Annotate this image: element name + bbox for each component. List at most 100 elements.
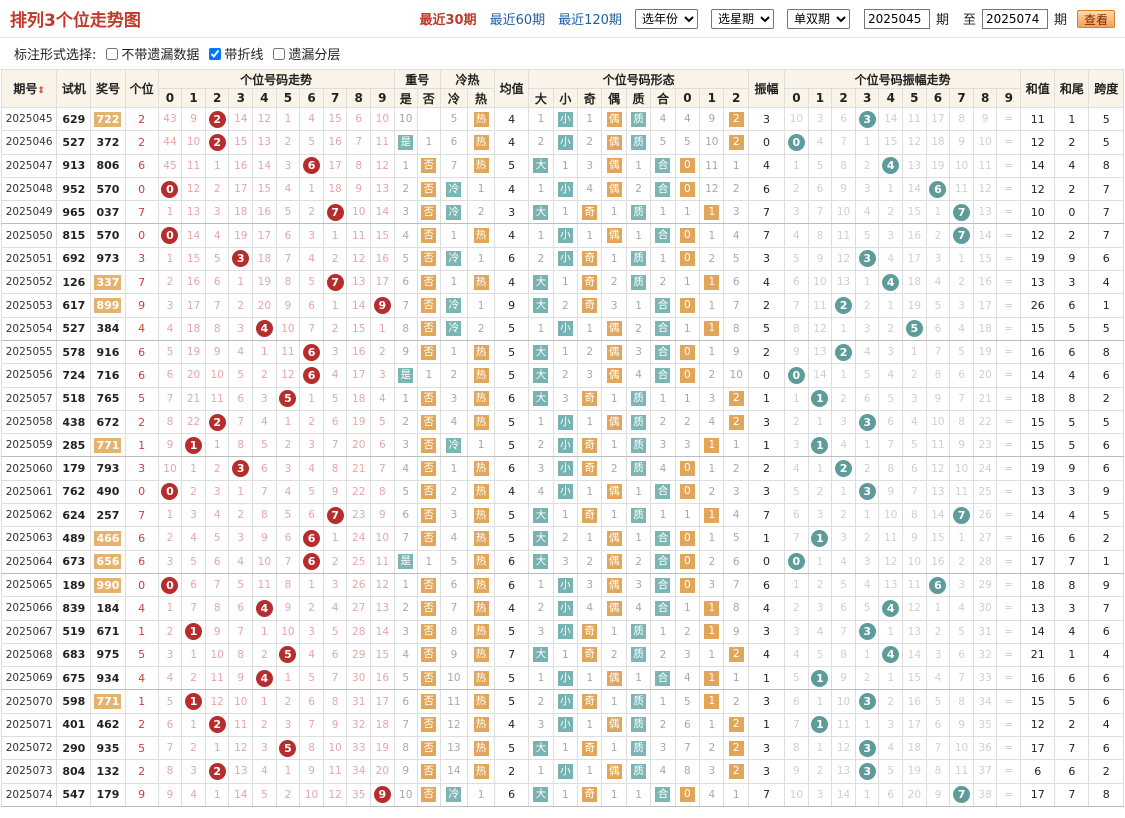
hot-badge: 热 xyxy=(473,228,489,244)
form-cell-3: 1 xyxy=(601,736,627,761)
repeat-no-badge: 否 xyxy=(421,298,437,314)
mean-cell: 6 xyxy=(494,456,530,481)
amp-trend-cell-2: 7 xyxy=(831,130,856,155)
amp-trend-cell-5: 18 xyxy=(902,270,927,295)
form-cell-3: 偶 xyxy=(601,549,627,574)
form-cell-1: 3 xyxy=(552,549,579,574)
amp-trend-cell-8: 15 xyxy=(972,246,998,272)
repeat-no-badge: 否 xyxy=(421,228,437,244)
digit-header-6: 6 xyxy=(299,88,324,108)
link-recent-60[interactable]: 最近60期 xyxy=(489,13,546,28)
option-line[interactable]: 带折线 xyxy=(209,44,263,63)
col-qihao[interactable]: 期号⇕ xyxy=(0,69,58,108)
trend-cell-5: 2 xyxy=(275,782,301,807)
repeat-cell-0: 4 xyxy=(393,642,418,668)
amp-trend-cell-4: 1 xyxy=(878,176,904,202)
weekday-select[interactable]: 选星期 xyxy=(710,8,774,29)
link-recent-120[interactable]: 最近120期 xyxy=(558,13,622,28)
trend-cell-9: 3 xyxy=(370,363,395,388)
amp-trend-cell-1: 3 xyxy=(807,782,833,807)
trend-cell-0: 3 xyxy=(157,642,183,668)
form-cell-5: 合 xyxy=(650,479,676,505)
amp-trend-cell-6: 6 xyxy=(925,572,951,598)
option-no-omit[interactable]: 不带遗漏数据 xyxy=(106,44,199,63)
trend-cell-0: 8 xyxy=(157,409,183,435)
amp-trend-cell-8: 31 xyxy=(972,619,998,644)
form-cell-8: 6 xyxy=(723,549,749,574)
form-cell-1: 1 xyxy=(552,339,579,365)
span-cell: 8 xyxy=(1088,782,1124,807)
amp-ball: 2 xyxy=(835,297,853,315)
form-badge: 质 xyxy=(631,694,647,710)
trend-cell-9: 10 xyxy=(370,526,395,551)
hotcold-cell-0: 3 xyxy=(439,386,468,411)
trend-cell-2: 6 xyxy=(204,270,230,295)
sum-tail-cell: 5 xyxy=(1054,433,1090,458)
amp-trend-cell-8: 17 xyxy=(972,293,998,318)
hotcold-cell-1: 热 xyxy=(466,130,496,155)
amp-trend-cell-0: 10 xyxy=(784,106,809,132)
form-cell-5: 4 xyxy=(650,106,676,132)
sum-cell: 12 xyxy=(1020,176,1056,202)
amp-trend-cell-9: = xyxy=(996,409,1022,435)
query-button[interactable]: 查看 xyxy=(1076,9,1115,28)
trend-cell-3: 13 xyxy=(228,759,254,784)
form-cell-1: 1 xyxy=(552,270,579,295)
road-badge: 0 xyxy=(679,367,695,383)
amp-trend-cell-5: 10 xyxy=(902,549,927,574)
table-row: 2025059 285 771 1 9 1 1 8 5 2 3 7 20 6 3 否冷 1 5 2 小奇 1 质 3 3 1 1 1… xyxy=(0,433,1124,458)
hotcold-cell-1: 热 xyxy=(466,549,496,574)
form-cell-7: 1 xyxy=(699,270,725,295)
repeat-cell-1: 否 xyxy=(416,642,441,668)
amp-trend-cell-3: 1 xyxy=(854,642,880,668)
form-cell-3: 1 xyxy=(601,246,627,272)
amp-trend-cell-7: 11 xyxy=(949,759,974,784)
amp-trend-cell-3: 3 xyxy=(854,409,880,435)
amp-trend-cell-3: 4 xyxy=(854,572,880,598)
trend-cell-6: 5 xyxy=(299,130,324,155)
road-badge: 0 xyxy=(679,298,695,314)
road-badge: 1 xyxy=(704,507,720,523)
form-cell-6: 3 xyxy=(674,642,701,668)
odd-even-select[interactable]: 单双期 xyxy=(786,8,850,29)
option-line-checkbox[interactable] xyxy=(209,47,222,60)
form-badge: 大 xyxy=(533,787,549,803)
repeat-cell-1: 否 xyxy=(416,689,441,714)
hit-ball: 4 xyxy=(255,320,273,338)
amp-trend-cell-6: 15 xyxy=(925,526,951,551)
trend-cell-4: 3 xyxy=(252,386,277,411)
form-cell-4: 质 xyxy=(625,270,652,295)
trend-cell-7: 1 xyxy=(322,223,348,248)
trend-cell-1: 16 xyxy=(181,270,206,295)
trend-cell-4: 5 xyxy=(252,433,277,458)
form-cell-1: 小 xyxy=(552,176,579,202)
form-cell-8: 2 xyxy=(723,759,749,784)
span-cell: 2 xyxy=(1088,526,1124,551)
amp-trend-cell-7: 10 xyxy=(949,456,974,481)
hotcold-cell-1: 热 xyxy=(466,712,496,738)
form-cell-4: 1 xyxy=(625,479,652,505)
repeat-cell-1: 否 xyxy=(416,782,441,807)
hit-ball: 2 xyxy=(208,762,226,780)
trend-cell-9: 5 xyxy=(370,409,395,435)
option-no-omit-checkbox[interactable] xyxy=(106,47,119,60)
trend-cell-1: 20 xyxy=(181,363,206,388)
option-layered[interactable]: 遗漏分层 xyxy=(273,44,340,63)
period-to-input[interactable] xyxy=(981,8,1048,29)
xt-header-6: 0 xyxy=(674,88,701,108)
year-select[interactable]: 选年份 xyxy=(634,8,698,29)
table-row: 2025056 724 716 6 6 20 10 5 2 12 6 4 17 3 是 1 2 热 5 大 2 3 偶 4 合 0… xyxy=(0,363,1124,388)
repeat-cell-1: 1 xyxy=(416,549,441,574)
link-recent-30[interactable]: 最近30期 xyxy=(419,13,477,28)
option-layered-checkbox[interactable] xyxy=(273,47,286,60)
period-from-input[interactable] xyxy=(863,8,930,29)
form-cell-7: 1 xyxy=(699,712,725,738)
form-cell-3: 1 xyxy=(601,503,627,528)
form-badge: 奇 xyxy=(582,298,598,314)
trend-cell-7: 4 xyxy=(322,596,348,621)
digit-header-3: 3 xyxy=(228,88,254,108)
amp-trend-cell-3: 2 xyxy=(854,666,880,691)
amp-trend-cell-8: 10 xyxy=(972,130,998,155)
mean-cell: 5 xyxy=(494,503,530,528)
amp-trend-cell-2: 3 xyxy=(831,409,856,435)
